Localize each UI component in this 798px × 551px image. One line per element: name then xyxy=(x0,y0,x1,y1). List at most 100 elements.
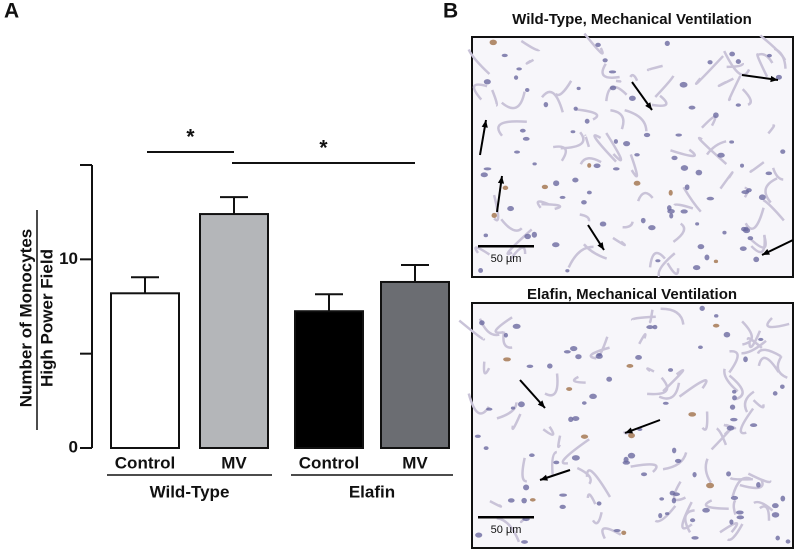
tissue xyxy=(757,52,774,64)
tissue xyxy=(666,262,680,276)
nucleus xyxy=(553,460,560,465)
tissue xyxy=(771,167,784,181)
tissue xyxy=(494,316,513,334)
scale-bar xyxy=(478,516,534,519)
scale-label: 50 µm xyxy=(491,253,522,265)
arrow-head xyxy=(645,102,652,110)
nucleus xyxy=(512,323,521,329)
nucleus xyxy=(671,447,677,454)
nucleus xyxy=(502,185,509,191)
nucleus xyxy=(698,345,703,350)
image-title: Elafin, Mechanical Ventilation xyxy=(527,286,737,303)
nucleus xyxy=(753,256,760,263)
nucleus xyxy=(735,59,741,64)
nucleus xyxy=(529,498,536,502)
nucleus xyxy=(658,512,663,519)
tissue xyxy=(757,356,780,373)
nucleus xyxy=(740,163,745,168)
nucleus xyxy=(572,416,580,421)
panel-letter: A xyxy=(4,0,19,23)
significance-label: * xyxy=(186,126,195,149)
tissue xyxy=(719,171,734,190)
scale-bar xyxy=(478,245,534,248)
nucleus xyxy=(702,507,710,513)
tissue xyxy=(704,458,713,484)
nucleus xyxy=(680,165,689,171)
tissue xyxy=(756,348,782,358)
tissue xyxy=(646,64,663,72)
arrow-head xyxy=(597,242,604,250)
nucleus xyxy=(643,132,651,138)
nucleus xyxy=(612,167,620,171)
tissue xyxy=(766,317,790,329)
tissue xyxy=(682,186,702,213)
nucleus xyxy=(692,265,701,271)
nucleus xyxy=(695,169,703,176)
nucleus xyxy=(524,233,531,240)
nucleus xyxy=(543,101,549,108)
nucleus xyxy=(510,406,516,410)
nucleus xyxy=(735,103,741,107)
y-axis-label: Number of Monocytes xyxy=(16,229,35,408)
nucleus xyxy=(595,353,603,359)
nucleus xyxy=(599,221,607,227)
tissue xyxy=(741,339,767,355)
x-tick-label: Control xyxy=(299,453,359,472)
nucleus xyxy=(608,70,617,74)
nucleus xyxy=(785,539,791,544)
nucleus xyxy=(732,389,737,394)
nucleus xyxy=(648,225,656,231)
nucleus xyxy=(595,42,601,47)
nucleus xyxy=(780,495,786,502)
nucleus xyxy=(765,171,773,176)
nucleus xyxy=(576,86,581,91)
nucleus xyxy=(596,501,602,506)
tissue xyxy=(651,94,668,107)
nucleus xyxy=(662,401,669,405)
nucleus xyxy=(729,404,736,410)
tissue xyxy=(496,402,518,420)
arrow-head xyxy=(537,400,545,408)
tissue xyxy=(500,91,526,110)
nucleus xyxy=(570,130,576,134)
nucleus xyxy=(587,163,592,168)
nucleus xyxy=(689,518,696,523)
nucleus xyxy=(575,354,582,360)
nucleus xyxy=(775,535,780,541)
tissue xyxy=(536,200,550,209)
nucleus xyxy=(671,497,677,504)
tissue xyxy=(719,521,739,534)
tissue xyxy=(647,376,669,396)
nucleus xyxy=(688,105,696,110)
tissue xyxy=(572,375,586,384)
arrow-head xyxy=(540,474,548,481)
nucleus xyxy=(713,112,719,119)
nucleus xyxy=(714,314,719,318)
nucleus xyxy=(507,206,514,212)
tissue xyxy=(672,222,686,243)
nucleus xyxy=(486,407,493,411)
tissue xyxy=(629,73,639,82)
tissue xyxy=(748,330,762,349)
tissue xyxy=(743,390,755,413)
nucleus xyxy=(586,190,592,195)
tissue xyxy=(744,207,765,230)
tissue xyxy=(646,367,655,373)
tissue xyxy=(497,120,527,137)
arrow-head xyxy=(481,120,488,128)
nucleus xyxy=(659,497,665,501)
tissue xyxy=(776,355,788,379)
tissue xyxy=(482,361,491,375)
tissue xyxy=(727,75,742,102)
tissue xyxy=(540,90,564,113)
nucleus xyxy=(722,230,727,235)
nucleus xyxy=(695,222,700,226)
nucleus xyxy=(730,495,739,501)
group-label: Elafin xyxy=(349,482,395,501)
tissue xyxy=(716,427,728,446)
nucleus xyxy=(517,401,525,408)
tissue xyxy=(630,463,658,473)
tissue xyxy=(678,379,708,398)
nucleus xyxy=(621,530,627,535)
tissue xyxy=(726,62,745,69)
